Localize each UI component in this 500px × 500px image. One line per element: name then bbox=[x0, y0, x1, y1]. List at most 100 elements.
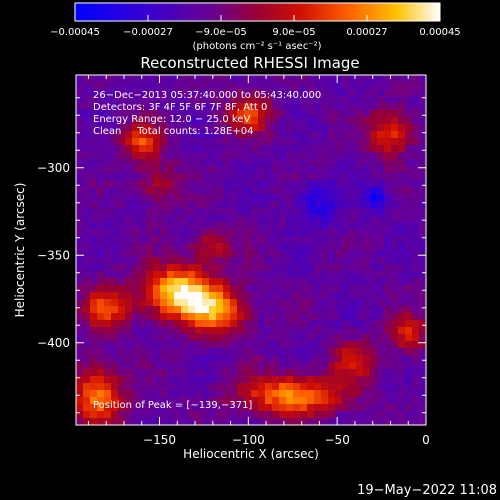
heatmap-cell bbox=[356, 348, 364, 356]
heatmap-cell bbox=[328, 299, 336, 307]
heatmap-cell bbox=[377, 306, 385, 314]
heatmap-cell bbox=[216, 341, 224, 349]
heatmap-cell bbox=[76, 306, 84, 314]
heatmap-cell bbox=[76, 215, 84, 223]
heatmap-cell bbox=[272, 187, 280, 195]
heatmap-cell bbox=[160, 236, 168, 244]
heatmap-cell bbox=[419, 411, 426, 419]
heatmap-cell bbox=[342, 229, 350, 237]
heatmap-cell bbox=[83, 271, 91, 279]
heatmap-cell bbox=[300, 334, 308, 342]
heatmap-cell bbox=[132, 131, 140, 139]
heatmap-cell bbox=[300, 278, 308, 286]
heatmap-cell bbox=[174, 124, 182, 132]
heatmap-cell bbox=[83, 229, 91, 237]
heatmap-cell bbox=[307, 236, 315, 244]
heatmap-cell bbox=[209, 187, 217, 195]
heatmap-cell bbox=[300, 166, 308, 174]
heatmap-cell bbox=[188, 383, 196, 391]
heatmap-cell bbox=[195, 152, 203, 160]
heatmap-cell bbox=[265, 180, 273, 188]
heatmap-cell bbox=[286, 229, 294, 237]
heatmap-cell bbox=[104, 173, 112, 181]
heatmap-cell bbox=[377, 208, 385, 216]
heatmap-cell bbox=[342, 341, 350, 349]
heatmap-cell bbox=[153, 166, 161, 174]
heatmap-cell bbox=[195, 418, 203, 425]
heatmap-cell bbox=[286, 117, 294, 125]
heatmap-cell bbox=[125, 327, 133, 335]
heatmap-cell bbox=[160, 166, 168, 174]
heatmap-cell bbox=[398, 96, 406, 104]
heatmap-cell bbox=[216, 222, 224, 230]
heatmap-cell bbox=[314, 383, 322, 391]
heatmap-cell bbox=[83, 264, 91, 272]
heatmap-cell bbox=[405, 292, 413, 300]
heatmap-cell bbox=[237, 397, 245, 405]
heatmap-cell bbox=[335, 82, 343, 90]
heatmap-cell bbox=[132, 138, 140, 146]
heatmap-cell bbox=[265, 306, 273, 314]
heatmap-cell bbox=[209, 89, 217, 97]
heatmap-cell bbox=[279, 131, 287, 139]
heatmap-cell bbox=[328, 236, 336, 244]
heatmap-cell bbox=[272, 292, 280, 300]
heatmap-cell bbox=[216, 236, 224, 244]
heatmap-cell bbox=[139, 390, 147, 398]
heatmap-cell bbox=[279, 194, 287, 202]
heatmap-cell bbox=[272, 103, 280, 111]
heatmap-cell bbox=[153, 327, 161, 335]
heatmap-cell bbox=[230, 327, 238, 335]
heatmap-cell bbox=[160, 215, 168, 223]
heatmap-cell bbox=[139, 327, 147, 335]
heatmap-cell bbox=[216, 173, 224, 181]
heatmap-cell bbox=[391, 173, 399, 181]
heatmap-cell bbox=[125, 397, 133, 405]
heatmap-cell bbox=[237, 334, 245, 342]
heatmap-cell bbox=[258, 362, 266, 370]
heatmap-cell bbox=[202, 89, 210, 97]
heatmap-cell bbox=[265, 208, 273, 216]
heatmap-cell bbox=[118, 138, 126, 146]
heatmap-cell bbox=[321, 341, 329, 349]
heatmap-cell bbox=[356, 362, 364, 370]
heatmap-cell bbox=[293, 173, 301, 181]
heatmap-cell bbox=[398, 292, 406, 300]
heatmap-cell bbox=[265, 327, 273, 335]
heatmap-cell bbox=[286, 299, 294, 307]
heatmap-cell bbox=[97, 89, 105, 97]
heatmap-cell bbox=[216, 215, 224, 223]
heatmap-cell bbox=[265, 89, 273, 97]
heatmap-cell bbox=[286, 278, 294, 286]
heatmap-cell bbox=[76, 369, 84, 377]
heatmap-cell bbox=[160, 173, 168, 181]
heatmap-cell bbox=[111, 404, 119, 412]
heatmap-cell bbox=[244, 222, 252, 230]
heatmap-cell bbox=[97, 362, 105, 370]
heatmap-cell bbox=[132, 166, 140, 174]
heatmap-cell bbox=[167, 117, 175, 125]
heatmap-cell bbox=[314, 250, 322, 258]
heatmap-cell bbox=[265, 82, 273, 90]
heatmap-cell bbox=[370, 404, 378, 412]
heatmap-cell bbox=[188, 110, 196, 118]
heatmap-cell bbox=[328, 320, 336, 328]
heatmap-cell bbox=[377, 194, 385, 202]
heatmap-cell bbox=[83, 82, 91, 90]
heatmap-cell bbox=[321, 369, 329, 377]
heatmap-cell bbox=[391, 117, 399, 125]
heatmap-cell bbox=[111, 222, 119, 230]
heatmap-cell bbox=[244, 285, 252, 293]
heatmap-cell bbox=[181, 306, 189, 314]
heatmap-cell bbox=[76, 313, 84, 321]
heatmap-cell bbox=[230, 138, 238, 146]
heatmap-cell bbox=[300, 208, 308, 216]
heatmap-cell bbox=[258, 285, 266, 293]
heatmap-cell bbox=[272, 82, 280, 90]
heatmap-cell bbox=[209, 236, 217, 244]
heatmap-cell bbox=[384, 257, 392, 265]
heatmap-cell bbox=[419, 215, 426, 223]
heatmap-cell bbox=[384, 173, 392, 181]
heatmap-cell bbox=[244, 89, 252, 97]
heatmap-cell bbox=[83, 278, 91, 286]
